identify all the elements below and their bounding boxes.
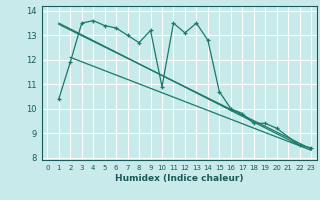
X-axis label: Humidex (Indice chaleur): Humidex (Indice chaleur) (115, 174, 244, 183)
